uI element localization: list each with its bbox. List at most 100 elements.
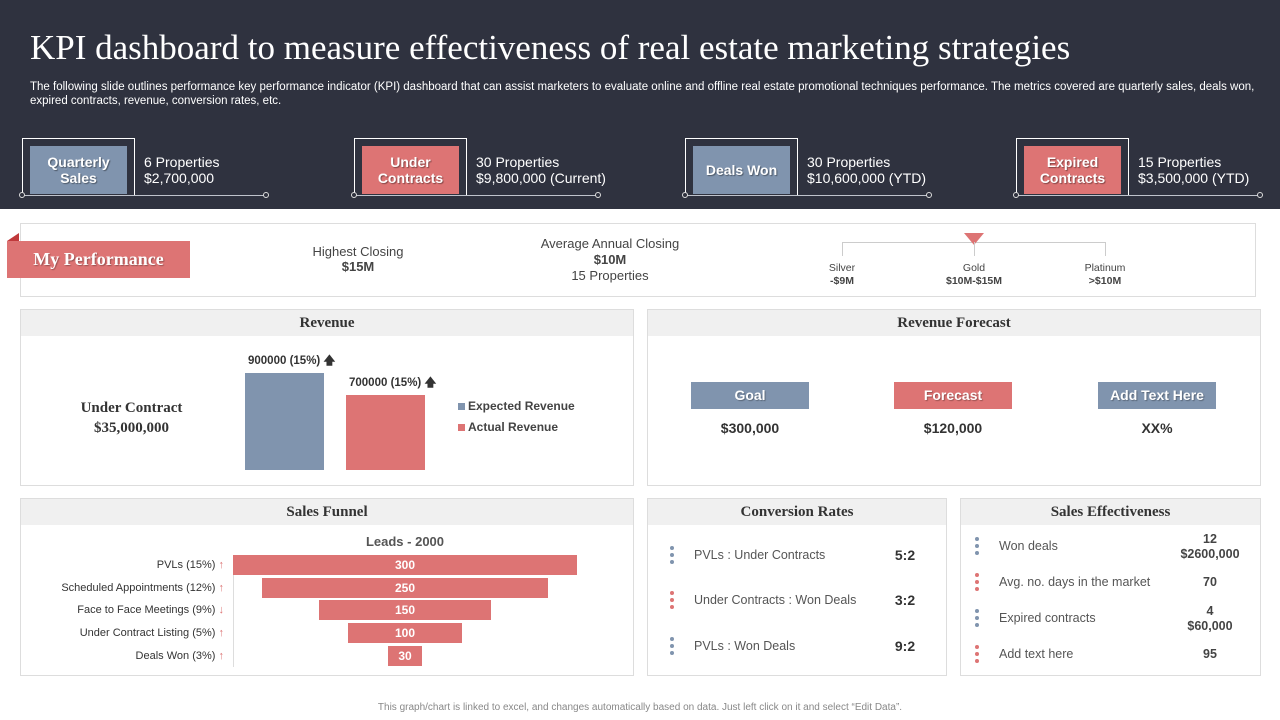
kpi-line [22,195,267,196]
tier-range: $10M-$15M [945,275,1003,287]
funnel-stage-label: PVLs (15%) ↑ [157,559,224,571]
revenue-panel: Revenue [20,309,634,486]
kpi-values: 6 Properties $2,700,000 [144,154,219,186]
legend-item: Expected Revenue [458,399,575,413]
effectiveness-value: 70 [1160,575,1260,590]
forecast-badge: Forecast [894,382,1012,409]
tier-range: -$9M [830,275,854,287]
performance-panel [20,223,1256,297]
highest-closing-value: $15M [341,259,375,274]
footer-note: This graph/chart is linked to excel, and… [377,702,903,713]
revenue-bar [245,373,324,470]
kpi-line [1016,195,1261,196]
conversion-value: 9:2 [894,638,916,654]
kpi-count: 15 Properties [1138,154,1222,170]
arrow-up-icon: 🡅 [323,355,336,367]
kpi-frame [22,138,135,196]
funnel-bar: 300 [233,555,577,575]
kpi-card: Deals Won 30 Properties $10,600,000 (YTD) [682,138,932,198]
revenue-bar-value: 700000 (15%) [349,376,422,389]
funnel-stage-name: Scheduled Appointments (12%) [61,582,216,594]
effectiveness-value: 4 $60,000 [1160,604,1260,634]
funnel-stage-name: Under Contract Listing (5%) [79,627,216,639]
kpi-values: 30 Properties $10,600,000 (YTD) [807,154,926,186]
under-contract: Under Contract $35,000,000 [60,398,203,438]
kpi-amount: $10,600,000 (YTD) [807,170,927,186]
effectiveness-value-primary: 12 [1203,532,1217,546]
kpi-label: Quarterly Sales [30,146,127,194]
kpi-label: Under Contracts [362,146,459,194]
effectiveness-label: Expired contracts [999,611,1096,625]
arrow-up-icon: ↑ [218,627,225,639]
funnel-bar: 150 [319,600,491,620]
funnel-stage-name: PVLs (15%) [156,559,216,571]
funnel-stage-name: Deals Won (3%) [135,650,216,662]
kpi-dot [263,192,269,198]
kpi-card: Expired Contracts 15 Properties $3,500,00… [1013,138,1263,198]
funnel-stage-label: Face to Face Meetings (9%) ↓ [77,604,224,616]
revenue-bar-label: 700000 (15%) 🡅 [349,375,436,394]
kpi-label: Deals Won [693,146,790,194]
effectiveness-value-secondary: $2600,000 [1180,547,1240,561]
conversion-title: Conversion Rates [648,499,946,525]
funnel-bar: 250 [261,578,549,598]
funnel-stage-label: Scheduled Appointments (12%) ↑ [61,582,224,594]
legend-swatch [458,403,465,410]
leads-label: Leads - 2000 [365,534,445,549]
avg-closing-label: Average Annual Closing [540,236,680,251]
legend-swatch [458,424,465,431]
effectiveness-value-primary: 4 [1206,604,1214,618]
funnel-title: Sales Funnel [21,499,633,525]
kpi-dot [926,192,932,198]
effectiveness-value-primary: 70 [1203,575,1217,589]
forecast-title: Revenue Forecast [648,310,1260,336]
bullet-icon [669,637,675,655]
bullet-icon [974,645,980,663]
effectiveness-value: 12 $2600,000 [1160,532,1260,562]
kpi-amount: $3,500,000 (YTD) [1138,170,1250,186]
conversion-label: PVLs : Under Contracts [694,548,826,562]
kpi-frame [354,138,467,196]
tier-tick [974,242,975,256]
effectiveness-label: Add text here [999,647,1074,661]
arrow-up-icon: ↑ [218,582,225,594]
kpi-values: 30 Properties $9,800,000 (Current) [476,154,606,186]
kpi-dot [1257,192,1263,198]
kpi-card: Under Contracts 30 Properties $9,800,000 … [351,138,606,198]
highest-closing: Highest Closing $15M [278,244,438,274]
funnel-stage-name: Face to Face Meetings (9%) [77,604,216,616]
conversion-value: 5:2 [894,547,916,563]
tier-tick [1105,242,1106,256]
funnel-stage-label: Under Contract Listing (5%) ↑ [80,627,224,639]
forecast-value: $120,000 [923,420,983,436]
forecast-badge: Goal [691,382,809,409]
kpi-frame [1016,138,1129,196]
conversion-label: PVLs : Won Deals [694,639,796,653]
legend-label: Expected Revenue [468,399,575,413]
kpi-count: 6 Properties [144,154,220,170]
avg-closing: Average Annual Closing $10M 15 Properties [510,236,710,284]
kpi-count: 30 Properties [476,154,560,170]
revenue-bar [346,394,425,470]
conversion-panel: Conversion Rates [647,498,947,676]
tier-gold: Gold $10M-$15M [924,262,1024,288]
funnel-stage-label: Deals Won (3%) ↑ [136,650,224,662]
kpi-amount: $9,800,000 (Current) [476,170,606,186]
effectiveness-value-primary: 95 [1203,647,1217,661]
legend-item: Actual Revenue [458,420,558,434]
kpi-label: Expired Contracts [1024,146,1121,194]
arrow-up-icon: 🡅 [424,376,437,389]
bullet-icon [974,573,980,591]
bullet-icon [974,609,980,627]
kpi-frame [685,138,798,196]
page-title: KPI dashboard to measure effectiveness o… [30,28,1071,67]
bullet-icon [669,591,675,609]
revenue-bar-value: 900000 (15%) [248,355,321,367]
tier-tick [842,242,843,256]
kpi-count: 30 Properties [807,154,891,170]
under-contract-value: $35,000,000 [94,420,169,436]
kpi-amount: $2,700,000 [144,170,215,186]
effectiveness-label: Won deals [999,539,1058,553]
tier-platinum: Platinum >$10M [1055,262,1155,288]
tier-marker-icon [964,233,984,245]
